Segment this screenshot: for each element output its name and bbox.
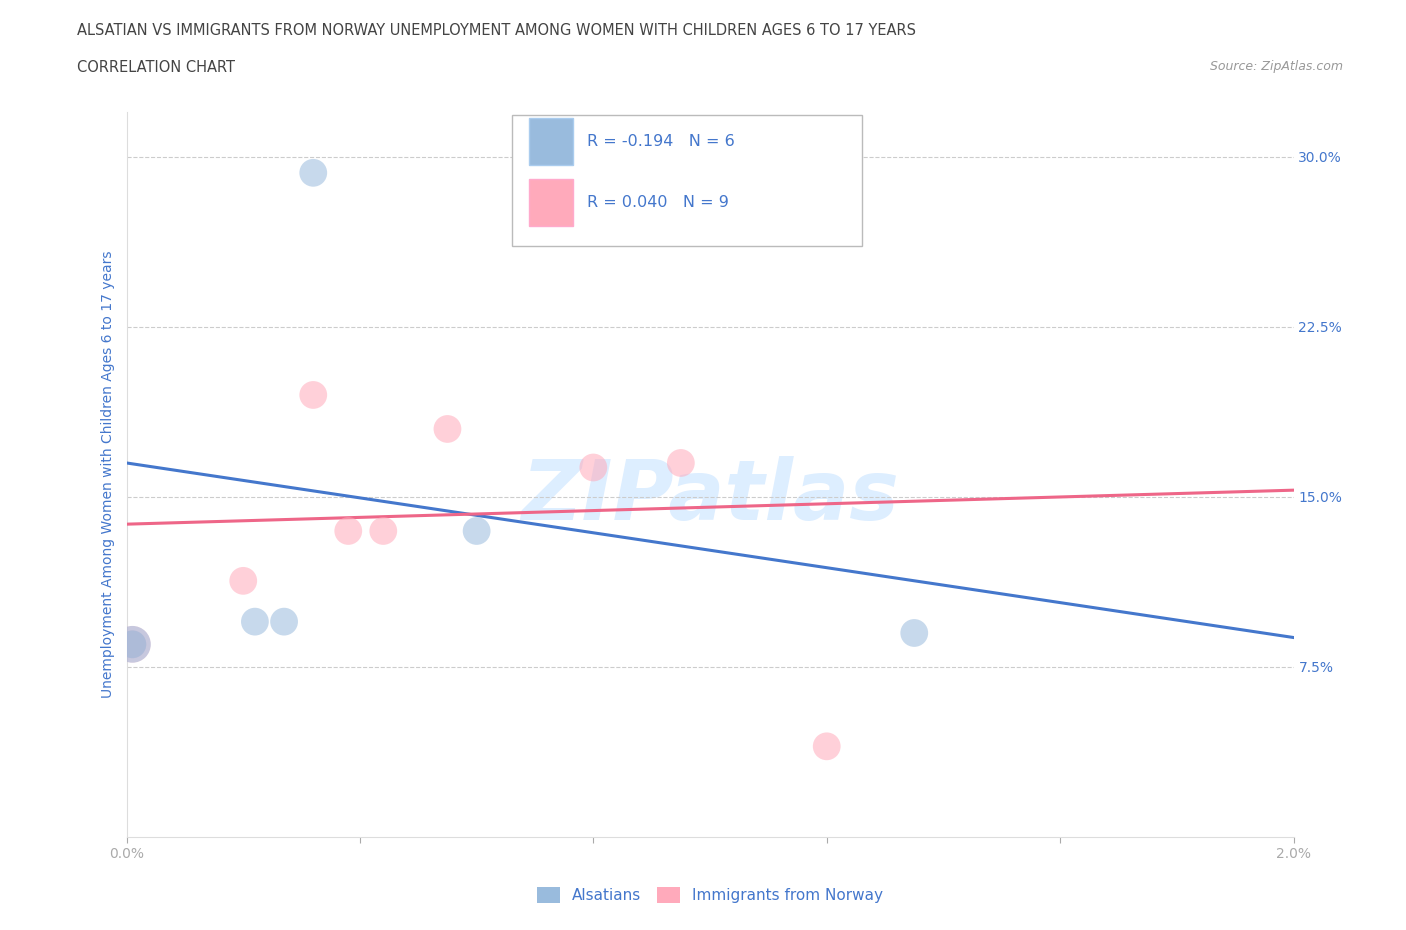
Bar [529,179,574,226]
Text: R = 0.040   N = 9: R = 0.040 N = 9 [588,195,730,210]
Text: ALSATIAN VS IMMIGRANTS FROM NORWAY UNEMPLOYMENT AMONG WOMEN WITH CHILDREN AGES 6: ALSATIAN VS IMMIGRANTS FROM NORWAY UNEMP… [77,23,917,38]
Text: R = -0.194   N = 6: R = -0.194 N = 6 [588,134,735,149]
Point [373,524,395,538]
Point [121,637,143,652]
FancyBboxPatch shape [512,115,862,246]
Point [903,626,925,641]
Legend: Alsatians, Immigrants from Norway: Alsatians, Immigrants from Norway [531,881,889,910]
Point [815,738,838,753]
Text: CORRELATION CHART: CORRELATION CHART [77,60,235,75]
Y-axis label: Unemployment Among Women with Children Ages 6 to 17 years: Unemployment Among Women with Children A… [101,250,115,698]
Point [669,456,692,471]
Point [302,388,325,403]
Text: Source: ZipAtlas.com: Source: ZipAtlas.com [1209,60,1343,73]
Text: ZIPatlas: ZIPatlas [522,456,898,537]
Point [121,637,143,652]
Point [121,637,143,652]
Point [273,614,295,629]
Bar [529,118,574,165]
Point [465,524,488,538]
Point [436,421,458,436]
Point [582,460,605,475]
Point [302,166,325,180]
Point [121,637,143,652]
Point [337,524,360,538]
Point [232,574,254,589]
Point [243,614,266,629]
